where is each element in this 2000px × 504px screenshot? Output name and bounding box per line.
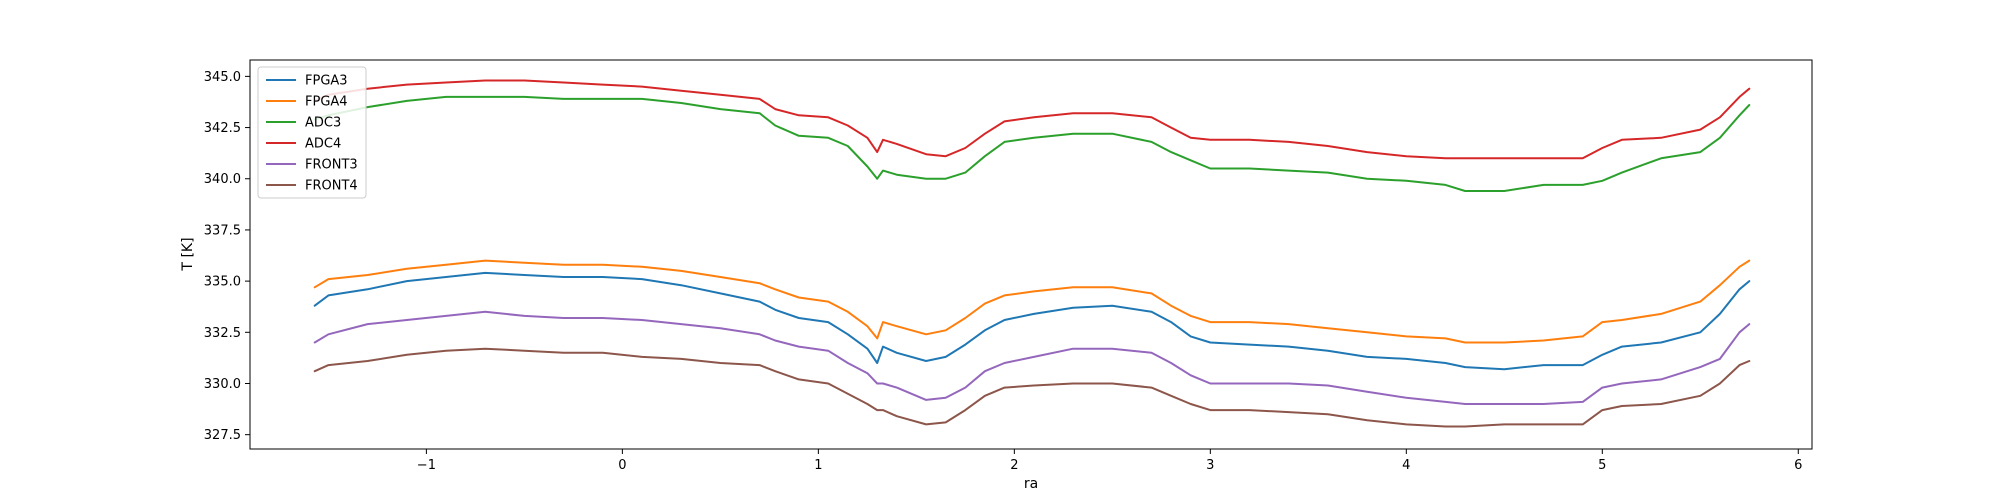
plot-area bbox=[250, 60, 1812, 449]
series-line-front4 bbox=[313, 347, 1751, 428]
axis-layer: −1 0 1 2 3 4 5 6 327.5 330.0 332.5 335.0 337.5 340.0 3… bbox=[204, 70, 1803, 473]
y-tick-label: 342.5 bbox=[204, 121, 241, 136]
legend: FPGA3 FPGA4 ADC3 ADC4 FRONT3 FRONT4 bbox=[257, 66, 367, 199]
y-axis-label: T [K] bbox=[180, 237, 196, 271]
plot-frame bbox=[249, 59, 1813, 450]
x-tick-label: 4 bbox=[1402, 458, 1410, 473]
x-tick-label: 2 bbox=[1010, 458, 1018, 473]
legend-label-fpga3: FPGA3 bbox=[305, 74, 348, 89]
x-tick-label: 0 bbox=[618, 458, 626, 473]
legend-label-adc3: ADC3 bbox=[305, 116, 341, 131]
y-tick-label: 327.5 bbox=[204, 428, 241, 443]
y-tick-label: 335.0 bbox=[204, 275, 241, 290]
y-tick-label: 345.0 bbox=[204, 70, 241, 85]
legend-label-adc4: ADC4 bbox=[305, 137, 341, 152]
series-line-fpga3 bbox=[313, 271, 1751, 371]
y-tick-label: 330.0 bbox=[204, 377, 241, 392]
x-tick-label: 1 bbox=[814, 458, 822, 473]
x-tick-label: 6 bbox=[1794, 458, 1802, 473]
x-tick-label: −1 bbox=[417, 458, 436, 473]
y-tick-label: 332.5 bbox=[204, 326, 241, 341]
legend-label-fpga4: FPGA4 bbox=[305, 95, 348, 110]
series-line-adc4 bbox=[313, 79, 1751, 160]
series-line-fpga4 bbox=[313, 259, 1751, 344]
x-tick-label: 5 bbox=[1598, 458, 1606, 473]
legend-label-front3: FRONT3 bbox=[305, 158, 358, 173]
series-layer bbox=[313, 79, 1751, 428]
series-line-adc3 bbox=[313, 95, 1751, 192]
y-tick-label: 337.5 bbox=[204, 223, 241, 238]
x-tick-label: 3 bbox=[1206, 458, 1214, 473]
x-axis-label: ra bbox=[1024, 476, 1038, 492]
y-tick-label: 340.0 bbox=[204, 172, 241, 187]
series-line-front3 bbox=[313, 310, 1751, 405]
legend-frame bbox=[257, 66, 367, 199]
legend-label-front4: FRONT4 bbox=[305, 179, 358, 194]
